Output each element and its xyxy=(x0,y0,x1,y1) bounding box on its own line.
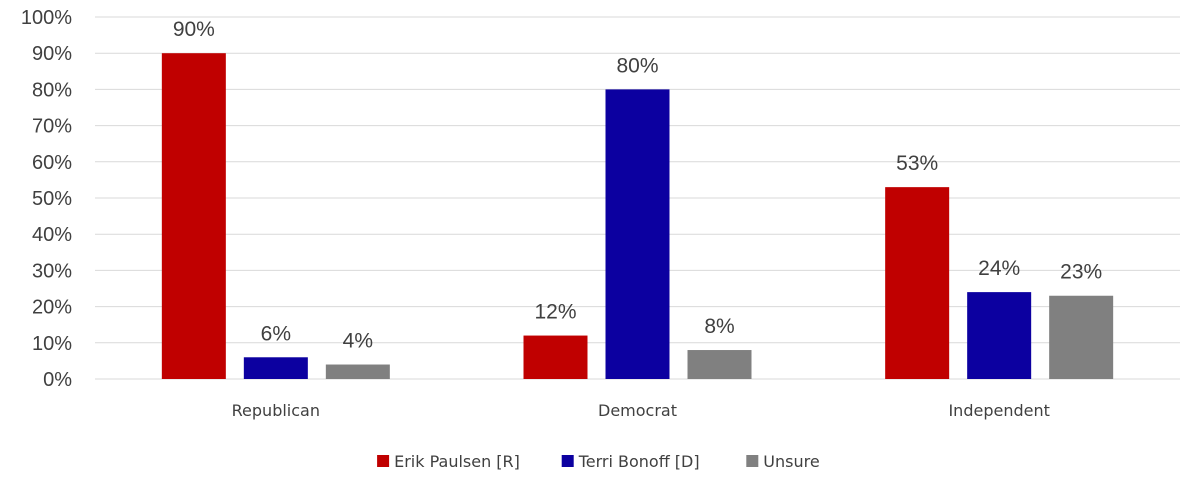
legend-label: Erik Paulsen [R] xyxy=(394,452,520,471)
legend-swatch xyxy=(561,455,574,467)
legend-label: Unsure xyxy=(763,452,819,471)
y-tick-label: 0% xyxy=(43,369,72,391)
x-axis-category-labels: Republican Democrat Independent xyxy=(232,401,1050,420)
bar-independent-series-3 xyxy=(1049,295,1114,379)
bar-democrat-series-3 xyxy=(687,350,752,379)
legend: Erik Paulsen [R] Terri Bonoff [D] Unsure xyxy=(377,452,820,471)
y-tick-label: 50% xyxy=(32,188,72,210)
x-category-label: Republican xyxy=(232,401,320,420)
y-tick-label: 40% xyxy=(32,224,72,246)
data-label: 90% xyxy=(173,18,215,41)
bar-democrat-series-1 xyxy=(523,335,588,379)
legend-swatch xyxy=(377,455,390,467)
bar-republican-series-2 xyxy=(243,357,308,379)
bar-democrat-series-2 xyxy=(605,89,670,380)
y-tick-label: 20% xyxy=(32,297,72,319)
legend-label: Terri Bonoff [D] xyxy=(578,452,700,471)
data-label: 6% xyxy=(261,322,291,345)
data-label: 12% xyxy=(534,301,576,324)
y-axis-tick-labels: 0% 10% 20% 30% 40% 50% 60% 70% 80% 90% 100% xyxy=(21,7,72,391)
legend-swatch xyxy=(746,455,759,467)
bar-independent-series-1 xyxy=(885,187,950,379)
bar-independent-series-2 xyxy=(967,292,1032,379)
y-tick-label: 10% xyxy=(32,333,72,355)
y-tick-label: 30% xyxy=(32,260,72,282)
data-label: 80% xyxy=(616,54,658,77)
data-label: 53% xyxy=(896,152,938,175)
data-label: 24% xyxy=(978,257,1020,280)
y-tick-label: 60% xyxy=(32,152,72,174)
bar-republican-series-1 xyxy=(161,53,226,379)
bar-republican-series-3 xyxy=(325,364,390,379)
y-tick-label: 80% xyxy=(32,79,72,101)
y-tick-label: 70% xyxy=(32,116,72,138)
data-label: 8% xyxy=(704,315,734,338)
x-category-label: Democrat xyxy=(598,401,677,420)
y-tick-label: 100% xyxy=(21,7,72,29)
data-label: 23% xyxy=(1060,261,1102,284)
x-category-label: Independent xyxy=(948,401,1049,420)
data-label: 4% xyxy=(343,330,373,353)
bars xyxy=(161,53,1114,380)
data-labels: 90% 6% 4% 12% 80% 8% 53% 24% 23% xyxy=(173,18,1102,352)
y-tick-label: 90% xyxy=(32,43,72,65)
